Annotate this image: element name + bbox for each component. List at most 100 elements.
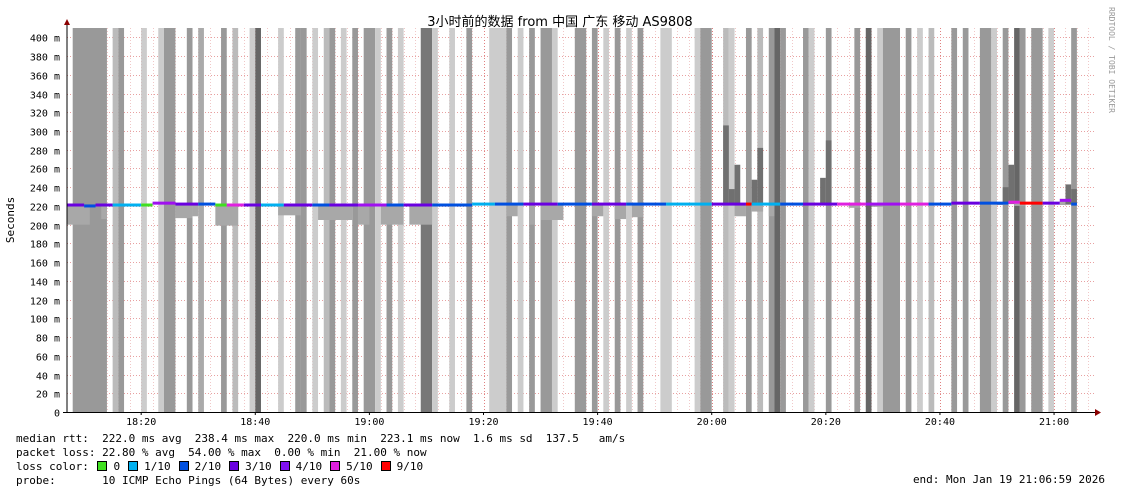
timeout-bar xyxy=(449,28,455,412)
median-segment xyxy=(523,202,558,206)
loss-color-swatch xyxy=(279,461,290,471)
y-tick-label: 160 m xyxy=(30,259,60,270)
timeout-bar xyxy=(118,28,125,412)
x-tick-label: 18:20 xyxy=(126,417,156,428)
timeout-bar xyxy=(603,28,610,412)
timeout-bar xyxy=(768,28,775,412)
y-tick-label: 220 m xyxy=(30,203,60,214)
timeout-bar xyxy=(882,28,901,412)
x-tick-label: 19:40 xyxy=(583,417,613,428)
timeout-bar xyxy=(300,28,307,412)
timeout-bar xyxy=(198,28,204,412)
loss-color-item-label: 4/10 xyxy=(295,460,323,473)
rtt-band xyxy=(357,205,370,225)
median-line xyxy=(67,198,1077,208)
loss-color-item: 1/10 xyxy=(126,460,171,473)
timeout-bar xyxy=(854,28,861,412)
rtt-band xyxy=(409,205,433,225)
median-segment xyxy=(1008,200,1020,204)
timeout-bar xyxy=(877,28,883,412)
timeout-bar xyxy=(1031,28,1043,412)
rtt-band xyxy=(67,205,90,225)
timeout-bar xyxy=(774,28,781,412)
rtt-band xyxy=(101,205,107,220)
timeout-bar xyxy=(928,28,935,412)
timeout-bar xyxy=(757,28,764,412)
median-segment xyxy=(215,203,227,207)
timeout-bar xyxy=(1014,28,1020,412)
loss-color-swatch xyxy=(380,461,391,471)
median-segment xyxy=(1019,201,1043,205)
timeout-bar xyxy=(163,28,176,412)
loss-color-item-label: 2/10 xyxy=(194,460,222,473)
timeout-bar xyxy=(917,28,923,412)
timeout-bar xyxy=(660,28,672,412)
timeout-bar xyxy=(352,28,358,412)
rtt-band xyxy=(540,205,564,220)
median-segment xyxy=(951,201,980,205)
timeout-bar xyxy=(637,28,644,412)
median-segment xyxy=(403,203,433,207)
median-segment xyxy=(928,202,952,206)
median-segment xyxy=(865,202,901,206)
y-tick-label: 120 m xyxy=(30,297,60,308)
y-tick-label: 20 m xyxy=(36,390,60,401)
median-segment xyxy=(283,203,313,207)
y-tick-label: 180 m xyxy=(30,240,60,251)
timeout-bar xyxy=(728,28,735,412)
timeout-bar xyxy=(808,28,815,412)
y-tick-label: 60 m xyxy=(36,353,60,364)
median-segment xyxy=(711,202,746,206)
y-tick-label: 380 m xyxy=(30,53,60,64)
median-segment xyxy=(152,201,176,205)
x-tick-label: 18:40 xyxy=(240,417,270,428)
x-tick-label: 19:20 xyxy=(468,417,498,428)
y-tick-label: 0 xyxy=(54,409,60,420)
timeout-bar xyxy=(249,28,256,412)
y-axis-label: Seconds xyxy=(4,197,17,243)
timeout-bar xyxy=(375,28,381,412)
y-tick-label: 80 m xyxy=(36,334,60,345)
median-segment xyxy=(557,202,592,206)
median-segment xyxy=(803,202,838,206)
loss-color-item-label: 0 xyxy=(113,460,121,473)
probe-info: probe: 10 ICMP Echo Pings (64 Bytes) eve… xyxy=(16,474,361,487)
y-axis-arrow xyxy=(64,19,70,25)
loss-color-swatch xyxy=(97,461,108,471)
timeout-bar xyxy=(141,28,147,412)
median-segment xyxy=(226,203,244,207)
rrdtool-credit: RRDTOOL / TOBI OETIKER xyxy=(1107,7,1116,113)
median-segment xyxy=(386,203,404,207)
y-tick-label: 340 m xyxy=(30,91,60,102)
timeout-bar xyxy=(700,28,712,412)
median-segment xyxy=(112,203,142,207)
loss-color-items: 0 1/10 2/10 3/10 4/10 5/10 9/10 xyxy=(95,460,429,473)
timeout-bar xyxy=(432,28,438,412)
timeout-bar xyxy=(363,28,376,412)
median-segment xyxy=(198,202,216,206)
timeout-bar xyxy=(865,28,872,412)
median-segment xyxy=(472,202,495,206)
rtt-band xyxy=(768,205,775,217)
median-segment xyxy=(979,201,1009,205)
rtt-band xyxy=(631,205,644,218)
median-segment xyxy=(591,202,627,206)
loss-color-item-label: 1/10 xyxy=(144,460,171,473)
loss-color-swatch xyxy=(128,461,139,471)
timeout-bar xyxy=(1048,28,1055,412)
rtt-spike xyxy=(825,140,832,205)
rtt-band xyxy=(192,205,199,217)
median-segment xyxy=(837,202,866,206)
timeout-bar xyxy=(278,28,284,412)
timeout-bar xyxy=(466,28,473,412)
rtt-spike xyxy=(734,164,741,205)
loss-color-swatch xyxy=(229,461,240,471)
median-segment xyxy=(432,203,473,207)
y-tick-label: 100 m xyxy=(30,315,60,326)
median-segment xyxy=(780,202,804,206)
rtt-spike xyxy=(1002,187,1009,205)
loss-color-item: 0 xyxy=(95,460,120,473)
rtt-spike xyxy=(1071,189,1077,205)
rtt-spike xyxy=(820,177,826,205)
median-segment xyxy=(243,203,261,207)
